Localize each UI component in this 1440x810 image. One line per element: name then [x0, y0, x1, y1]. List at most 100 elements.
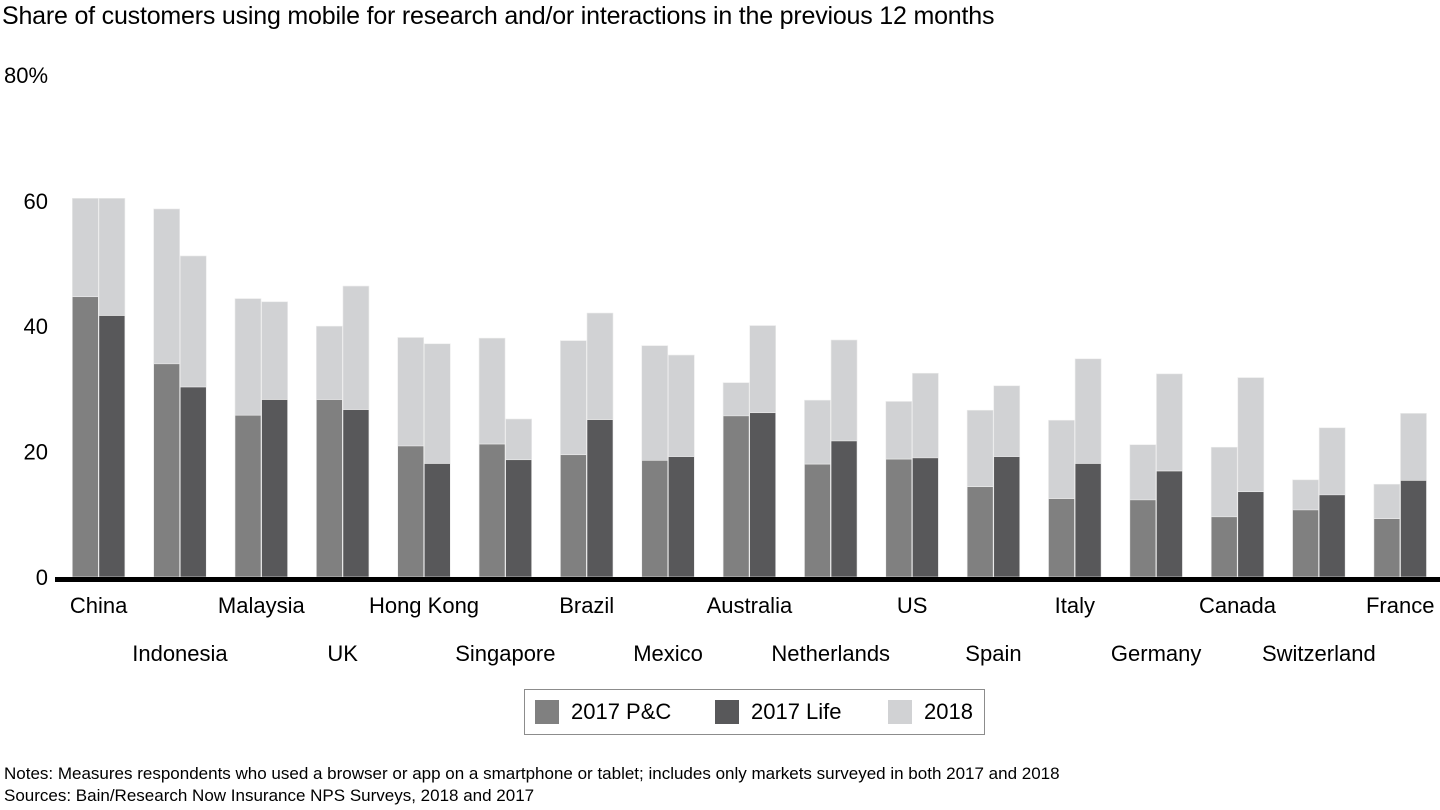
x-tick-label: Mexico	[633, 641, 703, 666]
bar-2018-pc-malaysia	[234, 298, 262, 416]
bar-2018-life-brazil	[586, 312, 614, 420]
bar-2018-pc-germany	[1129, 444, 1157, 501]
x-tick-label: Italy	[1055, 593, 1095, 618]
x-tick-label: China	[70, 593, 128, 618]
legend-swatch-2017-pc	[535, 700, 559, 724]
bar-2018-pc-us	[885, 401, 913, 460]
bar-2017-pc-switzerland	[1292, 509, 1319, 578]
bar-2018-life-singapore	[505, 418, 532, 461]
x-tick-label: France	[1366, 593, 1434, 618]
y-tick-labels: 0 20 40 60	[24, 189, 48, 590]
bar-2018-life-australia	[749, 325, 777, 414]
bar-2018-pc-uk	[316, 325, 343, 400]
bar-2017-pc-hong-kong	[397, 445, 425, 578]
bar-2017-life-malaysia	[261, 399, 288, 578]
bar-2018-pc-france	[1373, 483, 1401, 519]
bar-2017-life-china	[98, 315, 126, 578]
legend-label-2017-pc: 2017 P&C	[571, 699, 672, 724]
bar-group-spain	[966, 385, 1021, 578]
y-tick-label: 60	[24, 189, 48, 214]
bar-2017-pc-indonesia	[153, 363, 180, 578]
bar-2017-pc-italy	[1048, 498, 1075, 578]
bar-2018-life-china	[98, 197, 126, 316]
bar-2017-pc-brazil	[560, 454, 587, 578]
bar-2017-life-indonesia	[179, 386, 207, 578]
bar-group-hong-kong	[397, 337, 451, 578]
bar-2017-pc-us	[885, 458, 913, 578]
x-tick-label: Germany	[1111, 641, 1201, 666]
bar-2017-pc-germany	[1129, 499, 1157, 578]
legend-label-2017-life: 2017 Life	[751, 699, 842, 724]
bar-2018-life-switzerland	[1318, 427, 1346, 496]
x-tick-label: Switzerland	[1262, 641, 1376, 666]
y-tick-label: 20	[24, 440, 48, 465]
x-tick-label: Malaysia	[218, 593, 306, 618]
bar-2017-life-uk	[342, 409, 370, 578]
bar-2018-pc-china	[72, 197, 99, 298]
bar-2018-life-italy	[1074, 358, 1102, 464]
bar-2017-pc-france	[1373, 518, 1401, 578]
bar-2018-life-hong-kong	[423, 343, 451, 464]
y-axis-unit-label: 80%	[4, 63, 49, 88]
bar-2017-pc-spain	[966, 486, 994, 578]
bar-2017-pc-china	[72, 296, 99, 578]
bar-2018-life-netherlands	[830, 339, 858, 442]
bar-2018-pc-singapore	[478, 337, 506, 445]
bar-group-germany	[1129, 373, 1183, 578]
legend-swatch-2018	[888, 700, 912, 724]
bar-2017-life-brazil	[586, 419, 614, 578]
legend-label-2018: 2018	[924, 699, 973, 724]
bar-2018-pc-australia	[722, 382, 750, 417]
bar-group-netherlands	[804, 339, 858, 578]
bars-layer	[72, 197, 1427, 578]
bar-2018-life-us	[912, 372, 939, 459]
bar-group-italy	[1048, 358, 1102, 578]
bar-2017-pc-australia	[722, 415, 750, 578]
x-tick-label: Brazil	[559, 593, 614, 618]
x-tick-label: UK	[327, 641, 358, 666]
bar-2017-life-mexico	[668, 456, 695, 578]
bar-2018-life-mexico	[668, 354, 695, 457]
bar-2017-life-spain	[993, 456, 1021, 578]
bar-2018-life-france	[1400, 413, 1427, 481]
bar-2018-pc-switzerland	[1292, 479, 1319, 511]
x-tick-label: Netherlands	[771, 641, 890, 666]
bar-group-china	[72, 197, 126, 578]
bar-2017-life-germany	[1156, 470, 1183, 578]
bar-group-canada	[1210, 377, 1265, 578]
bar-group-mexico	[641, 345, 695, 578]
bar-2017-life-hong-kong	[423, 463, 451, 578]
bar-group-france	[1373, 413, 1427, 578]
bar-2018-life-spain	[993, 385, 1021, 457]
legend-swatch-2017-life	[715, 700, 739, 724]
bar-2018-life-germany	[1156, 373, 1183, 472]
bar-2017-pc-mexico	[641, 460, 669, 578]
bar-2017-life-australia	[749, 412, 777, 578]
bar-group-singapore	[478, 337, 532, 578]
bar-2018-life-canada	[1237, 377, 1265, 493]
bar-group-us	[885, 372, 939, 578]
bar-2017-life-netherlands	[830, 440, 858, 578]
legend-item-2017-pc: 2017 P&C	[535, 690, 671, 734]
bar-2018-pc-brazil	[560, 340, 587, 456]
bar-2017-pc-malaysia	[234, 414, 262, 578]
bar-2018-life-indonesia	[179, 255, 207, 388]
bar-2017-life-france	[1400, 480, 1427, 578]
bar-2018-pc-indonesia	[153, 208, 180, 365]
bar-2018-life-malaysia	[261, 301, 288, 400]
x-tick-label: Hong Kong	[369, 593, 479, 618]
x-tick-label: Singapore	[455, 641, 555, 666]
bar-2018-life-uk	[342, 285, 370, 410]
bar-2017-pc-canada	[1210, 516, 1238, 578]
bar-2017-pc-singapore	[478, 443, 506, 578]
bar-group-uk	[316, 285, 370, 578]
y-tick-label: 40	[24, 314, 48, 339]
legend: 2017 P&C 2017 Life 2018	[524, 689, 985, 735]
bar-2018-pc-canada	[1210, 446, 1238, 518]
legend-item-2017-life: 2017 Life	[715, 690, 842, 734]
legend-item-2018: 2018	[888, 690, 973, 734]
bar-2018-pc-mexico	[641, 345, 669, 461]
bar-2018-pc-netherlands	[804, 399, 831, 465]
